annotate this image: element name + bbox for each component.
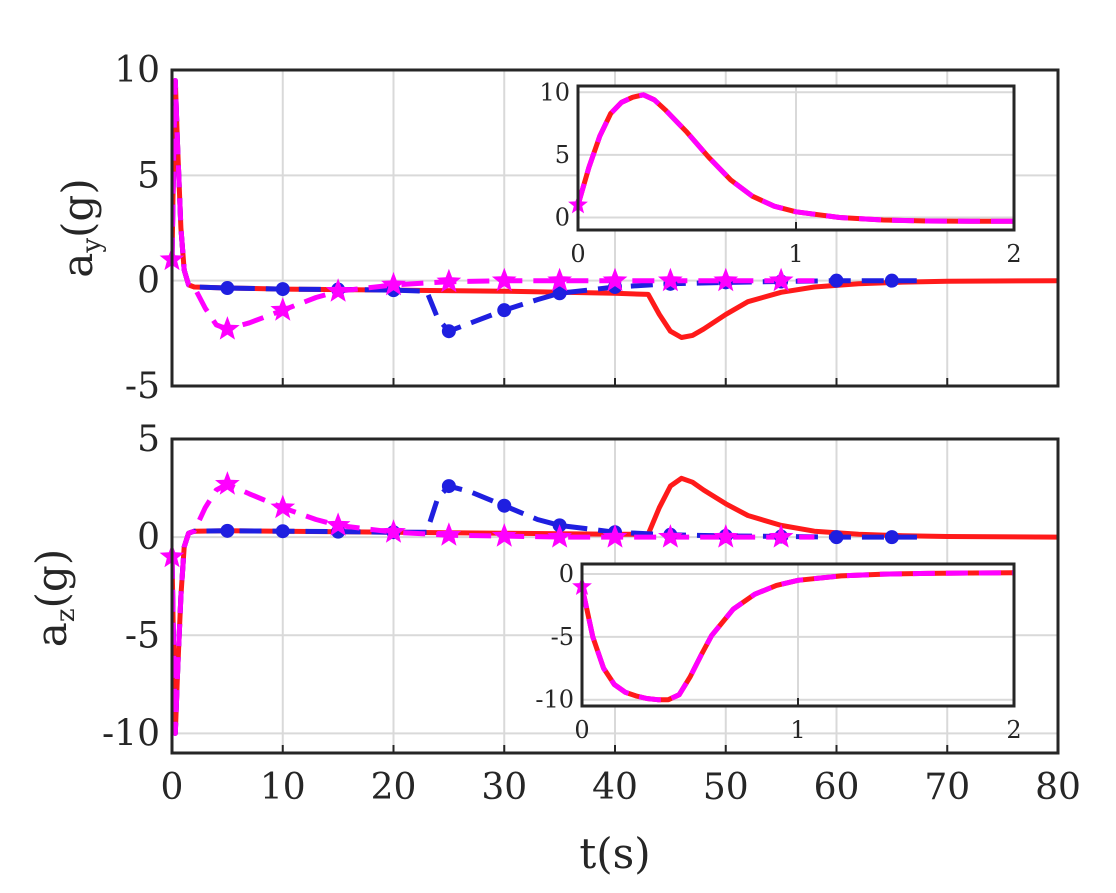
bottom-inset-series-magenta-dashed [582, 570, 1014, 703]
top-circle-marker [275, 282, 290, 297]
bottom-inset-x-tick-label: 2 [1006, 716, 1021, 744]
bottom-x-tick-label: 30 [481, 767, 527, 808]
bottom-x-tick-labels: 0 10 20 30 40 50 60 70 80 [161, 767, 1081, 808]
top-inset-series-magenta-dashed [578, 92, 1014, 224]
bottom-star-marker [491, 523, 517, 547]
bottom-circle-marker [497, 498, 512, 513]
top-inset-frame [576, 84, 1016, 232]
top-circle-marker [884, 273, 899, 288]
bottom-circle-marker [884, 530, 899, 545]
top-star-marker [381, 271, 406, 296]
bottom-star-marker [768, 524, 794, 548]
bottom-y-tick-label: -5 [125, 615, 160, 656]
bottom-x-tick-label: 20 [371, 767, 417, 808]
bottom-star-marker [547, 524, 572, 548]
bottom-x-tick-label: 70 [924, 767, 970, 808]
top-y-axis-label: ay(g) [53, 178, 107, 277]
bottom-inset-plot-area [582, 570, 1014, 703]
top-inset-y-tick-label: 10 [539, 78, 570, 106]
bottom-star-marker [215, 471, 240, 495]
bottom-inset-x-tick-label: 1 [790, 716, 805, 744]
top-inset-plot-area [578, 92, 1014, 224]
top-inset-y-tick-label: 5 [555, 141, 570, 169]
top-star-marker [215, 316, 240, 340]
top-star-marker [713, 267, 739, 292]
top-series [159, 78, 1058, 340]
top-inset-x-tick-label: 1 [788, 240, 803, 268]
bottom-x-tick-label: 50 [703, 767, 749, 808]
top-circle-marker [441, 324, 456, 339]
bottom-inset-tick-labels: -10 -5 0 0 1 2 [535, 560, 1021, 744]
bottom-y-tick-label: -10 [102, 713, 160, 754]
top-axes-frame [170, 68, 1060, 388]
bottom-star-marker [325, 512, 351, 536]
bottom-y-tick-label: 5 [137, 419, 160, 460]
bottom-star-marker [270, 494, 296, 519]
top-y-tick-label: 10 [114, 50, 160, 91]
bottom-y-tick-label: 0 [137, 517, 160, 558]
bottom-x-tick-label: 80 [1035, 767, 1081, 808]
top-star-marker [270, 297, 296, 321]
top-star-marker [602, 267, 628, 292]
bottom-circle-marker [829, 530, 844, 545]
top-plot-area [172, 78, 1058, 340]
top-star-marker [547, 267, 572, 292]
bottom-y-axis-label: az(g) [27, 549, 81, 647]
bottom-x-tick-label: 40 [592, 767, 638, 808]
bottom-x-tick-label: 60 [814, 767, 860, 808]
top-circle-marker [220, 281, 235, 296]
top-y-tick-label: 5 [137, 155, 160, 196]
bottom-circle-marker [220, 523, 235, 538]
bottom-star-marker [713, 524, 739, 548]
top-inset-x-tick-label: 0 [570, 240, 585, 268]
top-inset-tick-labels: 0 5 10 0 1 2 [539, 78, 1021, 268]
bottom-inset-frame [580, 562, 1016, 708]
bottom-plot-area [172, 475, 1058, 736]
bottom-x-tick-label: 10 [260, 767, 306, 808]
bottom-star-marker [381, 519, 406, 543]
bottom-star-marker [602, 524, 628, 548]
top-circle-marker [497, 303, 512, 318]
top-series-magenta-dashed-star [172, 78, 815, 332]
bottom-inset-y-tick-label: -10 [535, 686, 574, 714]
bottom-inset-y-tick-label: 0 [559, 560, 574, 588]
top-inset-y-tick-label: 0 [555, 203, 570, 231]
top-circle-marker [829, 273, 844, 288]
bottom-circle-marker [275, 524, 290, 539]
bottom-series-magenta-dashed-star [172, 481, 815, 736]
top-y-tick-label: -5 [125, 366, 160, 407]
top-y-tick-labels: -5 0 5 10 [114, 50, 160, 407]
top-star-marker [658, 267, 683, 292]
top-star-marker [325, 278, 351, 302]
bottom-inset: -10 -5 0 0 1 2 [535, 560, 1021, 744]
bottom-y-tick-labels: -10 -5 0 5 [102, 419, 160, 754]
x-axis-label: t(s) [579, 829, 650, 878]
bottom-x-tick-label: 0 [161, 767, 184, 808]
bottom-series [159, 471, 1058, 736]
bottom-inset-x-tick-label: 0 [574, 716, 589, 744]
top-inset: 0 5 10 0 1 2 [539, 78, 1021, 268]
bottom-star-marker [658, 524, 683, 548]
top-star-marker [768, 267, 794, 292]
top-star-marker [436, 268, 462, 293]
top-circle-marker [552, 286, 567, 301]
top-star-marker [491, 267, 517, 292]
bottom-circle-marker [441, 479, 456, 494]
top-y-tick-label: 0 [137, 261, 160, 302]
bottom-star-marker [436, 522, 462, 546]
bottom-inset-y-tick-label: -5 [551, 623, 574, 651]
top-inset-x-tick-label: 2 [1006, 240, 1021, 268]
bottom-axes-frame [170, 437, 1060, 755]
